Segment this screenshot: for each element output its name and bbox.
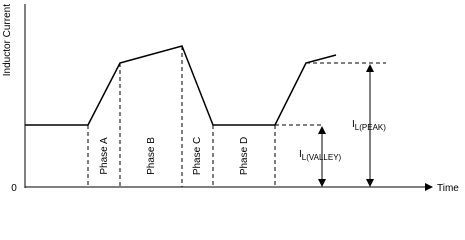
diagram: Inductor Current 0 Time Phase A Phase B …: [2, 4, 459, 194]
valley-subscript: L(VALLEY): [302, 153, 342, 162]
waveform: [25, 45, 337, 126]
valley-symbol: I: [299, 149, 302, 160]
origin-label: 0: [11, 183, 17, 194]
phase-label: Phase D: [239, 137, 250, 175]
peak-subscript: L(PEAK): [355, 123, 386, 132]
phase-label: Phase B: [146, 137, 157, 175]
x-axis-label: Time: [437, 183, 459, 194]
peak-symbol: I: [352, 119, 355, 130]
phase-label: Phase C: [192, 137, 203, 175]
y-axis-label: Inductor Current: [2, 4, 13, 76]
valley-label: IL(VALLEY): [299, 149, 342, 162]
phase-label: Phase A: [99, 137, 110, 175]
peak-label: IL(PEAK): [352, 119, 386, 132]
